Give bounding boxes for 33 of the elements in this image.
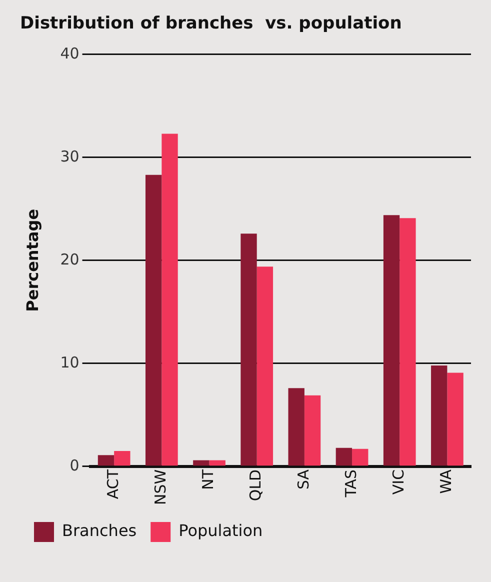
- bar: [240, 234, 257, 466]
- x-tick-label: QLD: [246, 469, 265, 502]
- legend-label: Population: [178, 521, 263, 540]
- chart-title: Distribution of branches vs. population: [20, 14, 402, 34]
- bar: [114, 450, 130, 466]
- legend-label: Branches: [62, 521, 137, 540]
- x-tick-label: NT: [199, 468, 218, 490]
- y-tick-label: 0: [70, 456, 80, 474]
- x-tick-label: NSW: [152, 469, 170, 506]
- y-tick-label: 40: [60, 44, 80, 62]
- y-axis-title: Percentage: [22, 208, 42, 312]
- bar: [209, 460, 226, 466]
- y-tick-label: 20: [60, 250, 80, 268]
- bar: [400, 218, 416, 466]
- y-tick-label: 10: [60, 353, 80, 372]
- x-tick-label: WA: [437, 468, 456, 494]
- bar: [98, 455, 114, 466]
- bar: [336, 448, 352, 466]
- x-tick-label: TAS: [342, 469, 360, 498]
- bar: [383, 215, 400, 466]
- bar: [447, 372, 464, 466]
- x-tick-label: VIC: [390, 469, 408, 495]
- bar: [162, 134, 178, 466]
- bar: [256, 266, 274, 466]
- bar: [352, 448, 368, 466]
- x-tick-label: ACT: [104, 468, 122, 500]
- y-tick-label: 30: [60, 147, 80, 166]
- x-tick-label: SA: [294, 468, 312, 490]
- bar: [431, 365, 448, 466]
- bar: [145, 174, 162, 466]
- bar: [193, 460, 210, 466]
- bar: [304, 395, 321, 466]
- bar: [288, 388, 304, 466]
